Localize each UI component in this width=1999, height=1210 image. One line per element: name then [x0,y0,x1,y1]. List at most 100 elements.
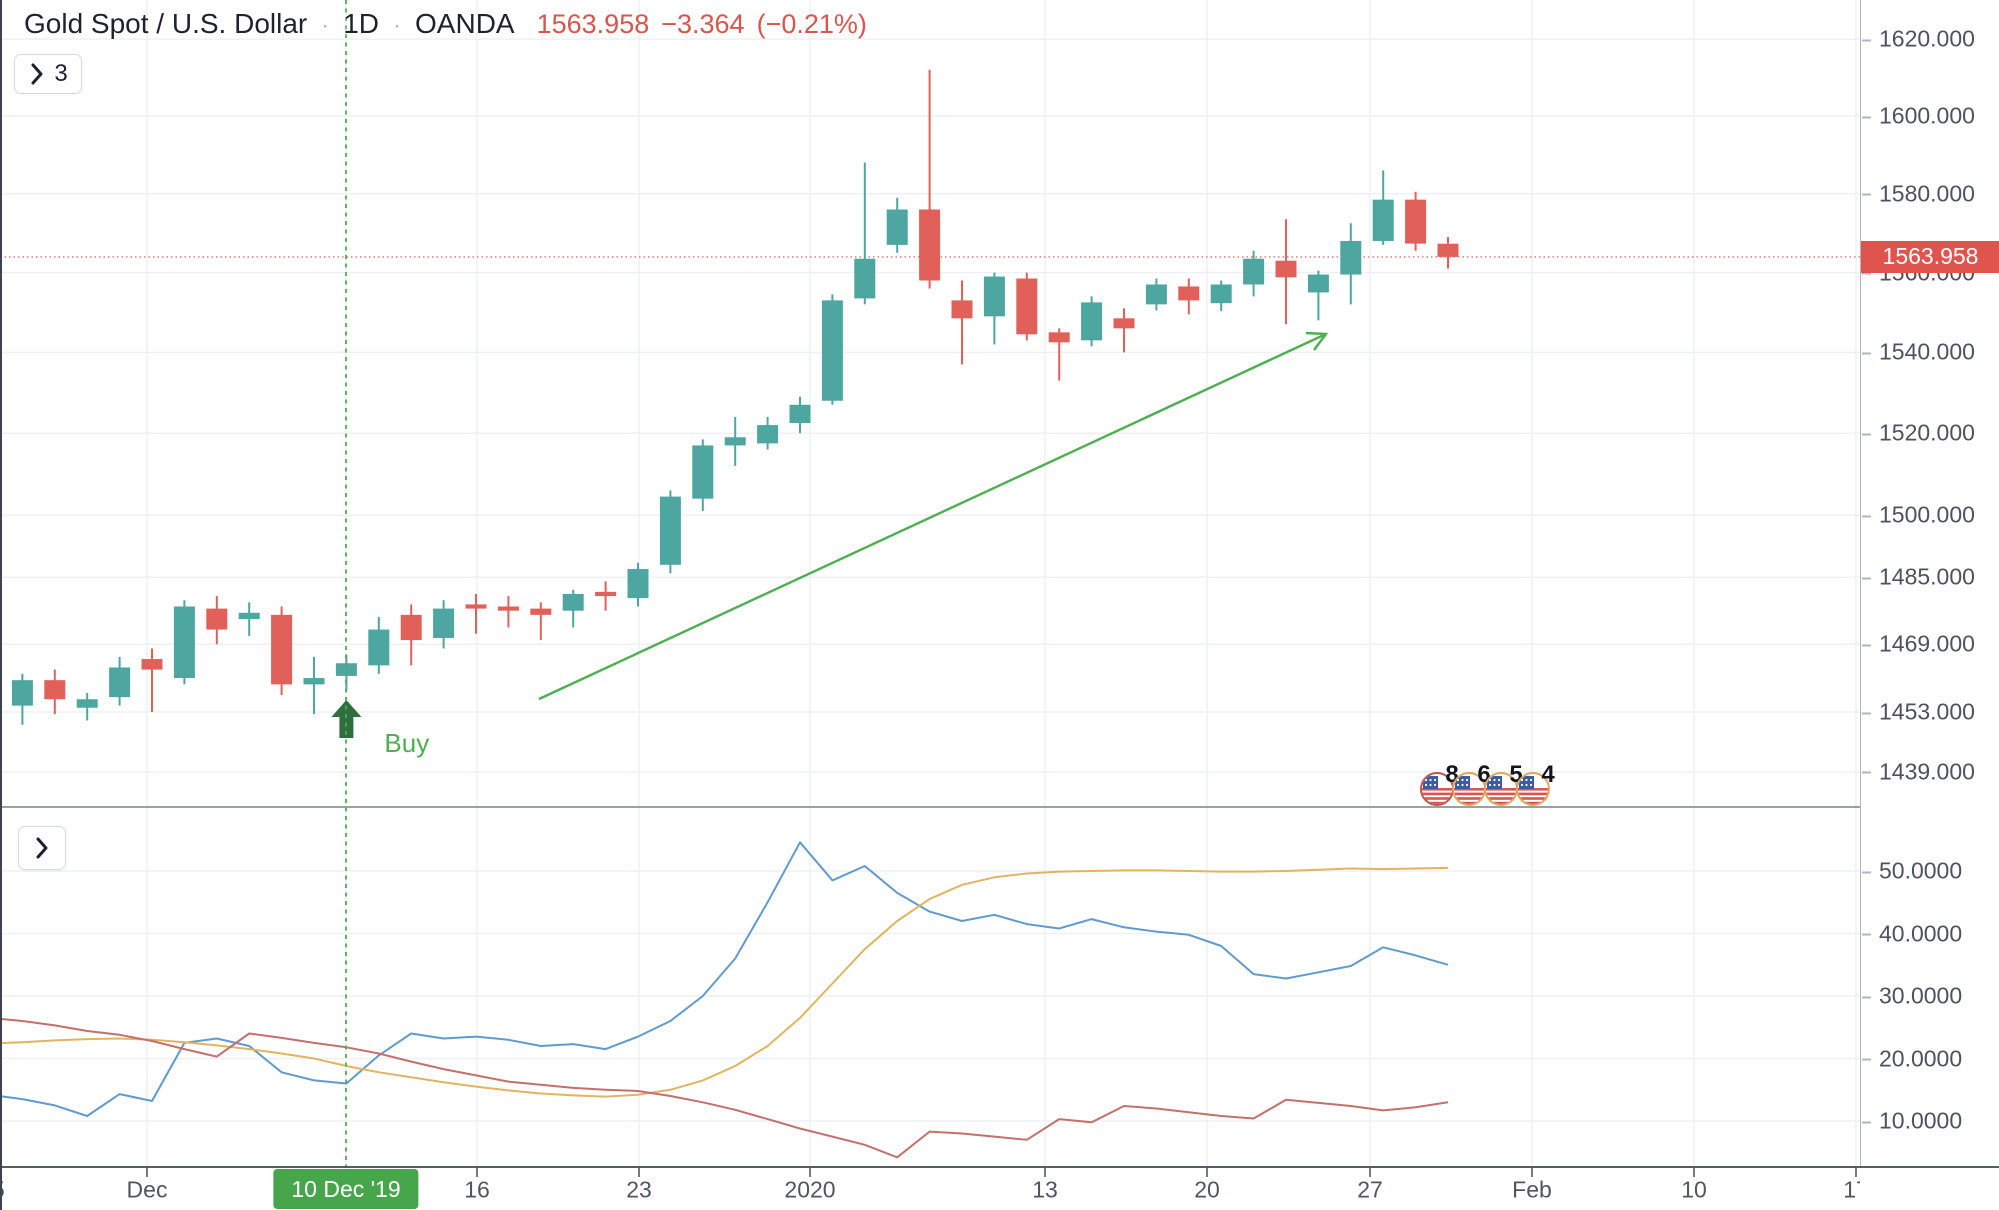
time-axis-label: 10 [1681,1176,1707,1203]
flag-stripe [1422,792,1452,796]
trend-arrow-line[interactable] [538,332,1327,701]
price-axis[interactable]: 1620.0001600.0001580.0001560.0001540.000… [1860,0,1999,1166]
flag-star [1520,778,1524,782]
flag-star [1525,778,1528,782]
candle-up [562,593,584,611]
candle-down [206,608,228,630]
flag-star [1493,778,1496,782]
indicator-collapse-button[interactable] [18,826,66,870]
time-axis-labels: 25 Dec 16 23 2020 13 20 27 Feb 10 17 10 Dec '19 [0,1168,1860,1210]
time-axis-label: 25 [0,1177,5,1204]
candle-up [692,445,714,499]
flag-star [1488,783,1492,787]
candle-up [1372,199,1394,241]
indicator-axis-label: 40.0000 [1861,920,1962,947]
time-axis-label: 23 [626,1176,652,1203]
candle-down [44,680,66,700]
flag-star [1433,778,1437,782]
event-flag[interactable]: 8 [1420,761,1459,806]
event-flag[interactable]: 4 [1516,761,1555,806]
trend-arrow-head [1305,331,1329,351]
interval-label[interactable]: 1D [343,8,380,39]
flag-star [1465,783,1469,787]
event-flag[interactable]: 6 [1452,761,1491,806]
time-axis-label: Dec [126,1176,168,1203]
flag-stripe [1486,801,1516,804]
flag-stripe [1454,792,1484,796]
time-axis-label: 17 [1843,1176,1860,1203]
flag-count: 4 [1541,761,1555,788]
flag-star [1497,778,1501,782]
legend-collapse-button[interactable]: 3 [14,54,82,94]
flag-star [1497,783,1501,787]
flag-stripe [1422,788,1452,791]
chart-canvas[interactable]: Buy 8 6 5 4 [0,0,1860,1166]
flag-stripe [1518,788,1548,791]
flag-star [1461,783,1464,787]
time-tick-mark [809,1168,811,1177]
candle-up [76,699,98,708]
time-axis-label: Feb [1512,1176,1552,1203]
buy-arrow-icon[interactable] [331,700,362,738]
flag-star [1493,783,1496,787]
price-axis-label: 1540.000 [1861,339,1975,366]
flag-star [1456,778,1460,782]
event-flag[interactable]: 5 [1484,761,1523,806]
flag-star [1529,783,1533,787]
time-tick-mark [1531,1168,1533,1177]
quote-values: 1563.958 −3.364 (−0.21%) [537,9,867,40]
candle-up [173,606,195,679]
candle-down [400,614,422,641]
flag-stripe [1518,801,1548,804]
time-tick-mark [1855,1168,1857,1177]
candle-up [1145,284,1167,305]
indicator-axis-label: 50.0000 [1861,858,1962,885]
flag-stripe [1518,792,1548,796]
candle-up [983,276,1005,317]
candle-down [919,209,941,281]
separator-dot: · [321,12,330,39]
candle-down [1016,278,1038,335]
time-tick-mark [1369,1168,1371,1177]
candle-up [1243,258,1265,285]
candle-up [789,404,811,424]
candle-down [141,659,163,670]
flag-stripe [1422,797,1452,800]
candle-down [1048,332,1070,343]
indicator-axis-label: 20.0000 [1861,1045,1962,1072]
price-axis-label: 1620.000 [1861,26,1975,53]
price-axis-label: 1439.000 [1861,758,1975,785]
indicator-line-blue [0,841,1449,1117]
candle-up [757,425,779,444]
indicator-pane[interactable] [0,841,1449,1159]
price-axis-label: 1520.000 [1861,420,1975,447]
flag-star [1529,778,1533,782]
flag-star [1424,778,1428,782]
symbol-legend[interactable]: Gold Spot / U.S. Dollar · 1D · OANDA 156… [24,8,867,40]
highlighted-date-badge: 10 Dec '19 [273,1169,419,1209]
price-axis-label: 1580.000 [1861,180,1975,207]
candle-up [1307,274,1329,293]
symbol-title[interactable]: Gold Spot / U.S. Dollar [24,8,308,39]
last-price-text: 1563.958 [536,9,650,39]
candle-up [238,612,260,620]
candle-down [1437,243,1459,257]
flag-stripe [1486,797,1516,800]
time-tick-mark [476,1168,478,1177]
flag-stripe [1454,801,1484,804]
indicator-axis-label: 30.0000 [1861,983,1962,1010]
pane-divider[interactable] [0,806,1999,808]
time-axis[interactable]: 25 Dec 16 23 2020 13 20 27 Feb 10 17 10 Dec '19 [0,1166,1999,1210]
candle-up [1210,284,1232,304]
indicator-axis-label: 10.0000 [1861,1108,1962,1135]
flag-stripe [1454,797,1484,800]
buy-label: Buy [384,728,429,758]
flag-star [1433,783,1437,787]
flag-star [1429,783,1432,787]
indicator-line-red [0,1017,1449,1159]
change-percent-text: (−0.21%) [756,9,867,39]
candle-down [1113,318,1135,329]
time-axis-label: 16 [464,1176,490,1203]
time-axis-label: 2020 [784,1176,836,1203]
price-pane[interactable]: Buy 8 6 5 4 [0,69,1860,806]
